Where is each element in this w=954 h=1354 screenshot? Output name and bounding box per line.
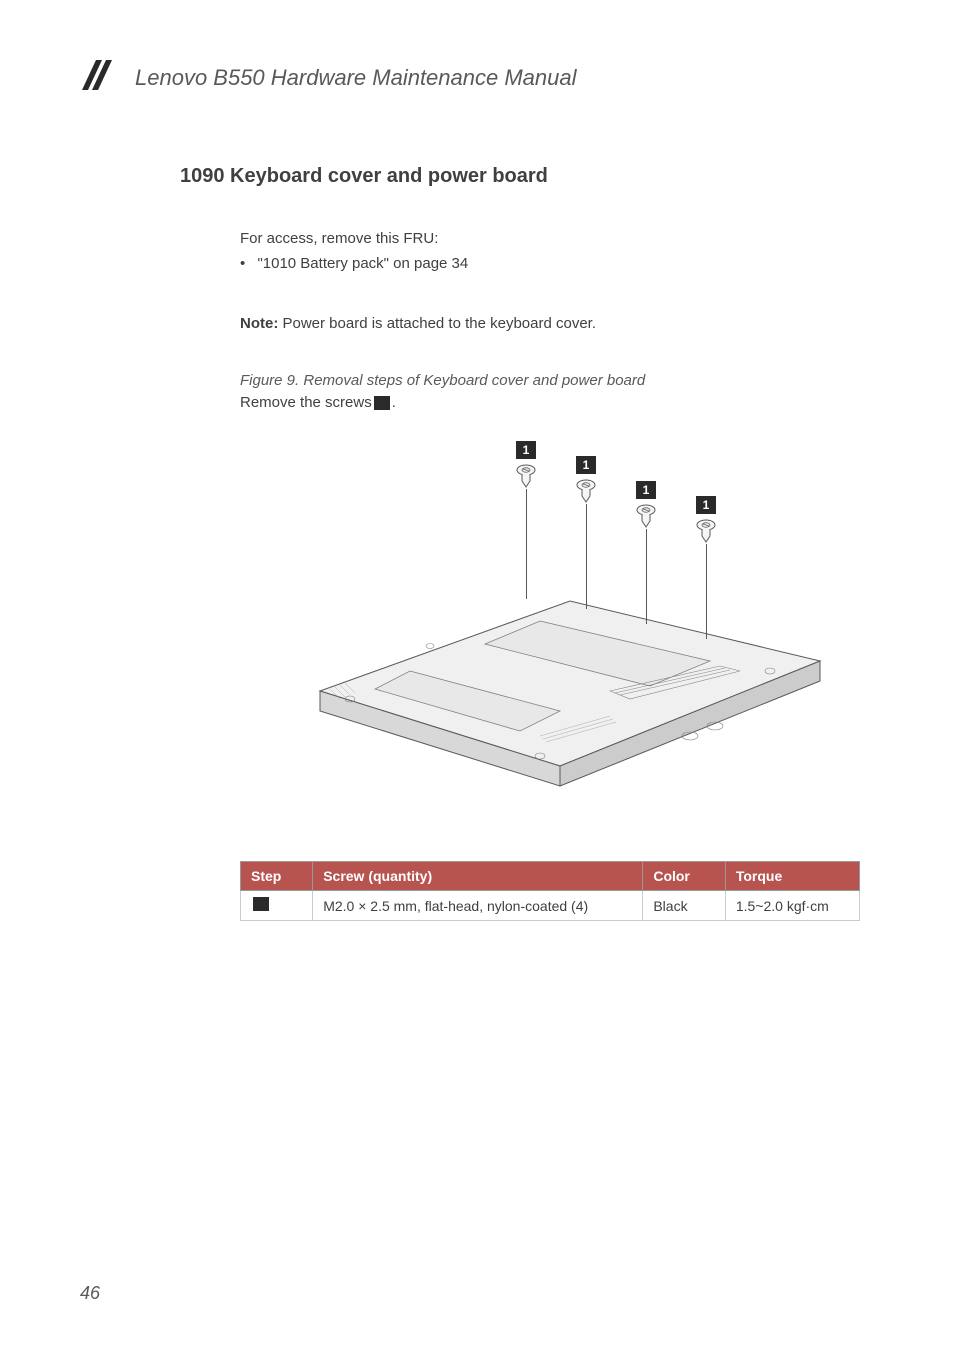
table-header-row: Step Screw (quantity) Color Torque xyxy=(241,862,860,891)
callout-3: 1 xyxy=(635,481,657,624)
td-screw: M2.0 × 2.5 mm, flat-head, nylon-coated (… xyxy=(313,891,643,921)
callout-4: 1 xyxy=(695,496,717,639)
th-color: Color xyxy=(643,862,726,891)
document-header: Lenovo B550 Hardware Maintenance Manual xyxy=(80,60,874,95)
intro-text: For access, remove this FRU: xyxy=(240,228,874,251)
remove-prefix: Remove the screws xyxy=(240,394,372,411)
callout-label: 1 xyxy=(576,456,596,474)
laptop-bottom-illustration xyxy=(260,571,840,791)
note-text: Power board is attached to the keyboard … xyxy=(278,315,596,332)
th-step: Step xyxy=(241,862,313,891)
callout-leader xyxy=(706,544,707,639)
th-torque: Torque xyxy=(725,862,859,891)
screw-icon xyxy=(515,463,537,489)
td-torque: 1.5~2.0 kgf·cm xyxy=(725,891,859,921)
remove-suffix: . xyxy=(392,394,396,411)
lenovo-stripes-icon xyxy=(80,60,120,95)
step-marker-icon xyxy=(374,396,390,410)
td-step xyxy=(241,891,313,921)
table-row: M2.0 × 2.5 mm, flat-head, nylon-coated (… xyxy=(241,891,860,921)
screw-icon xyxy=(575,478,597,504)
callout-label: 1 xyxy=(696,496,716,514)
td-color: Black xyxy=(643,891,726,921)
section-heading: 1090 Keyboard cover and power board xyxy=(180,165,874,188)
callout-leader xyxy=(646,529,647,624)
note-line: Note: Power board is attached to the key… xyxy=(240,315,874,332)
callout-1: 1 xyxy=(515,441,537,599)
callout-leader xyxy=(586,504,587,609)
fru-item: • "1010 Battery pack" on page 34 xyxy=(240,253,874,276)
figure-diagram: 1 1 1 1 xyxy=(240,441,860,821)
step-marker-icon xyxy=(253,897,269,911)
fru-list: • "1010 Battery pack" on page 34 xyxy=(240,253,874,276)
callout-leader xyxy=(526,489,527,599)
screw-icon xyxy=(695,518,717,544)
page-number: 46 xyxy=(80,1283,100,1304)
callout-2: 1 xyxy=(575,456,597,609)
remove-instruction: Remove the screws . xyxy=(240,394,874,411)
document-title: Lenovo B550 Hardware Maintenance Manual xyxy=(135,65,577,91)
th-screw: Screw (quantity) xyxy=(313,862,643,891)
bullet-icon: • xyxy=(240,255,245,272)
callout-label: 1 xyxy=(636,481,656,499)
fru-item-text: "1010 Battery pack" on page 34 xyxy=(257,255,468,272)
screw-icon xyxy=(635,503,657,529)
note-label: Note: xyxy=(240,315,278,332)
screw-table: Step Screw (quantity) Color Torque M2.0 … xyxy=(240,861,860,921)
figure-caption: Figure 9. Removal steps of Keyboard cove… xyxy=(240,372,874,389)
callout-label: 1 xyxy=(516,441,536,459)
